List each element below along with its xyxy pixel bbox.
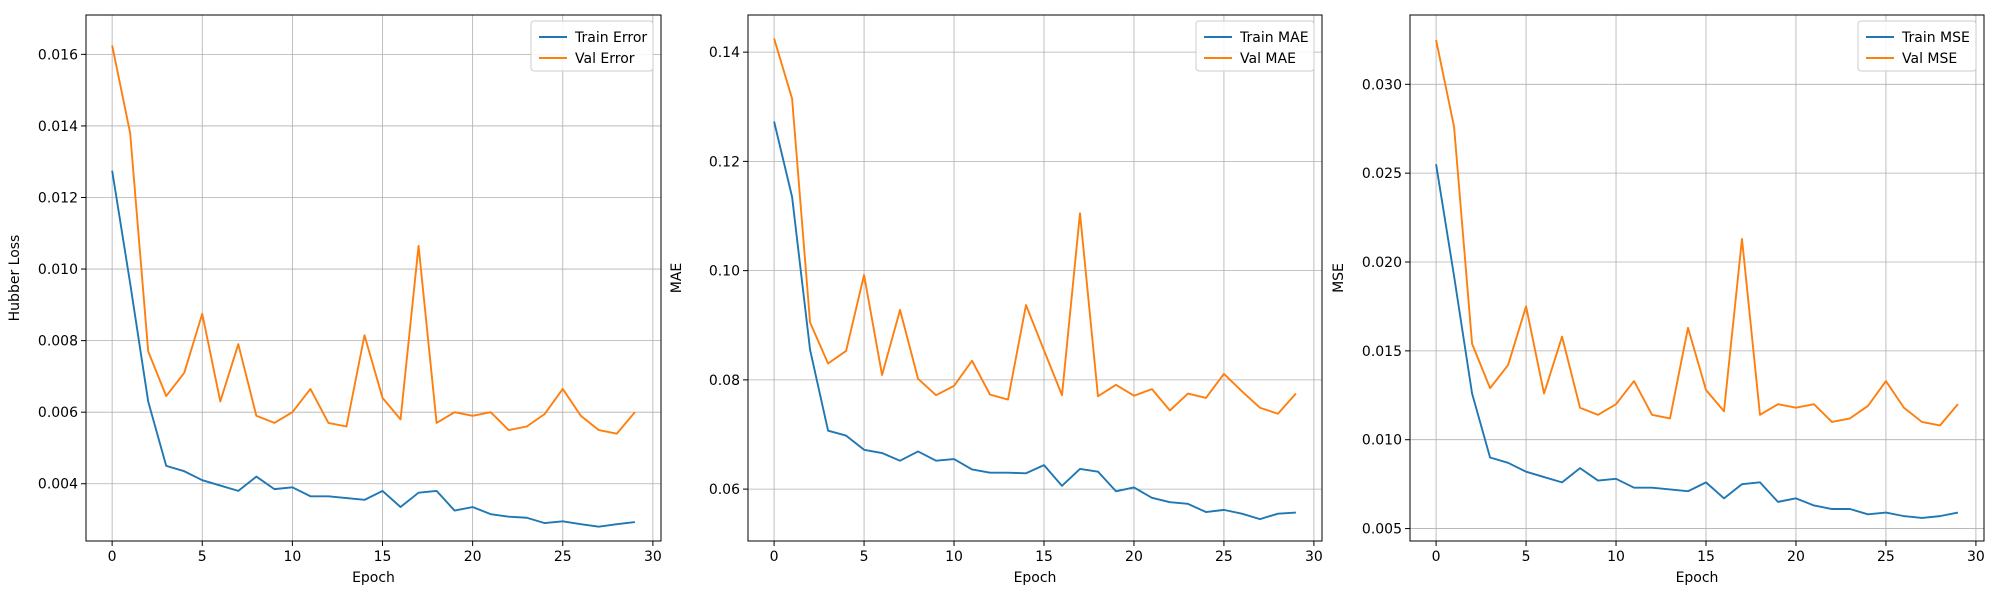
y-tick-label: 0.020 bbox=[1362, 255, 1402, 271]
x-tick-label: 20 bbox=[464, 549, 482, 565]
x-tick-label: 0 bbox=[108, 549, 117, 565]
chart-panel-2: 0 5 10 15 20 25 30 0.06 0.08 0.10 0.12 0.14 Epoch MAE… bbox=[669, 14, 1323, 586]
x-tick-label: 25 bbox=[1215, 549, 1233, 565]
x-axis-label: Epoch bbox=[1676, 570, 1719, 586]
y-axis-label: Hubber Loss bbox=[7, 235, 23, 322]
legend: Train Error Val Error bbox=[530, 20, 654, 72]
series-line-train-mse bbox=[1435, 164, 1959, 519]
x-tick-label: 20 bbox=[1125, 549, 1143, 565]
y-tick-label: 0.012 bbox=[38, 190, 78, 206]
x-tick-label: 20 bbox=[1787, 549, 1805, 565]
legend-label: Val MAE bbox=[1240, 51, 1296, 67]
axes-frame bbox=[1409, 14, 1985, 542]
legend-label: Val MSE bbox=[1902, 51, 1957, 67]
y-tick-label: 0.016 bbox=[38, 47, 78, 63]
x-tick-label: 15 bbox=[374, 549, 392, 565]
y-tick-label: 0.006 bbox=[38, 405, 78, 421]
chart-panel-3: 0 5 10 15 20 25 30 0.005 0.010 0.015 0.020 0.025 0.0… bbox=[1331, 14, 1985, 586]
chart-panel-1: 0 5 10 15 20 25 30 0.004 0.006 0.008 0.010 0.012 0.0… bbox=[7, 14, 662, 586]
legend-label: Val Error bbox=[575, 51, 635, 67]
x-tick-label: 10 bbox=[945, 549, 963, 565]
x-tick-label: 30 bbox=[1967, 549, 1985, 565]
y-tick-label: 0.025 bbox=[1362, 166, 1402, 182]
series-line-val-error bbox=[111, 45, 636, 435]
y-tick-label: 0.004 bbox=[38, 477, 78, 493]
x-tick-label: 10 bbox=[1607, 549, 1625, 565]
x-tick-label: 15 bbox=[1035, 549, 1053, 565]
x-tick-label: 5 bbox=[1522, 549, 1531, 565]
x-tick-label: 5 bbox=[198, 549, 207, 565]
y-tick-label: 0.14 bbox=[709, 45, 740, 61]
y-tick-label: 0.10 bbox=[709, 264, 740, 280]
x-axis-label: Epoch bbox=[1014, 570, 1057, 586]
y-tick-label: 0.030 bbox=[1362, 77, 1402, 93]
y-tick-label: 0.06 bbox=[709, 482, 740, 498]
legend-label: Train Error bbox=[574, 30, 647, 46]
y-tick-label: 0.010 bbox=[1362, 433, 1402, 449]
series-line-val-mse bbox=[1435, 39, 1959, 427]
y-tick-label: 0.08 bbox=[709, 373, 740, 389]
series-line-val-mae bbox=[773, 38, 1297, 415]
legend-label: Train MSE bbox=[1901, 30, 1970, 46]
y-tick-label: 0.010 bbox=[38, 262, 78, 278]
x-tick-label: 25 bbox=[1877, 549, 1895, 565]
y-tick-label: 0.008 bbox=[38, 334, 78, 350]
x-tick-label: 15 bbox=[1697, 549, 1715, 565]
y-axis-label: MSE bbox=[1331, 263, 1347, 293]
x-tick-label: 10 bbox=[283, 549, 301, 565]
x-tick-label: 5 bbox=[860, 549, 869, 565]
y-axis-label: MAE bbox=[669, 263, 685, 294]
series-line-train-mae bbox=[773, 121, 1296, 521]
y-tick-label: 0.014 bbox=[38, 119, 78, 135]
x-tick-label: 0 bbox=[1432, 549, 1441, 565]
legend: Train MSE Val MSE bbox=[1857, 20, 1977, 72]
y-tick-label: 0.015 bbox=[1362, 344, 1402, 360]
x-tick-label: 0 bbox=[770, 549, 779, 565]
y-tick-label: 0.005 bbox=[1362, 522, 1402, 538]
x-tick-label: 30 bbox=[644, 549, 662, 565]
x-tick-label: 30 bbox=[1305, 549, 1323, 565]
axes-frame bbox=[85, 14, 662, 542]
x-axis-label: Epoch bbox=[352, 570, 395, 586]
legend: Train MAE Val MAE bbox=[1195, 20, 1315, 72]
x-tick-label: 25 bbox=[554, 549, 572, 565]
y-tick-label: 0.12 bbox=[709, 154, 740, 170]
legend-label: Train MAE bbox=[1239, 30, 1309, 46]
axes-frame bbox=[747, 14, 1323, 542]
series-line-train-error bbox=[111, 170, 635, 528]
